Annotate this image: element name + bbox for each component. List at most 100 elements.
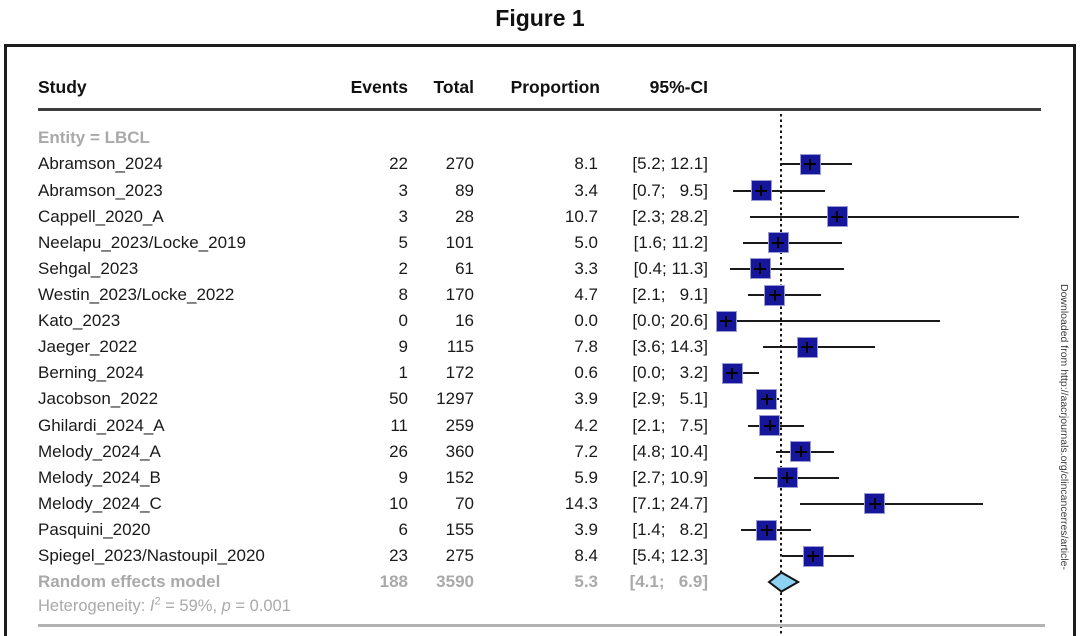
- table-row: Sehgal_2023 2 61 3.3 [0.4; 11.3]: [0, 256, 1080, 282]
- ci-cell: [4.1; 6.9]: [629, 572, 708, 592]
- proportion-cell: 3.9: [574, 520, 598, 540]
- point-estimate-tick: [773, 289, 776, 301]
- ci-cell: [5.4; 12.3]: [632, 546, 708, 566]
- proportion-cell: 5.9: [574, 467, 598, 487]
- total-cell: 172: [445, 363, 474, 383]
- header-rule: [38, 108, 1041, 111]
- study-cell: Random effects model: [38, 572, 221, 592]
- proportion-cell: 5.3: [574, 572, 598, 592]
- ci-cell: [5.2; 12.1]: [632, 154, 708, 174]
- total-cell: 275: [445, 546, 474, 566]
- total-cell: 1297: [436, 389, 474, 409]
- ci-cell: [7.1; 24.7]: [632, 493, 708, 513]
- summary-row: Random effects model 188 3590 5.3 [4.1; 6.9]: [0, 569, 1080, 595]
- download-watermark: Downloaded from http://aacrjournals.org/…: [1058, 284, 1070, 570]
- proportion-cell: 7.2: [574, 441, 598, 461]
- point-estimate-tick: [725, 315, 727, 327]
- point-estimate-tick: [777, 237, 779, 249]
- ci-cell: [2.9; 5.1]: [632, 389, 708, 409]
- study-cell: Neelapu_2023/Locke_2019: [38, 232, 246, 252]
- point-estimate-tick: [786, 472, 789, 484]
- het-i-superscript: 2: [154, 595, 161, 608]
- table-row: Spiegel_2023/Nastoupil_2020 23 275 8.4 [5.4;…: [0, 543, 1080, 569]
- table-row: Jacobson_2022 50 1297 3.9 [2.9; 5.1]: [0, 386, 1080, 412]
- ci-cell: [0.7; 9.5]: [632, 180, 708, 200]
- proportion-cell: 14.3: [564, 493, 598, 513]
- study-cell: Cappell_2020_A: [38, 206, 164, 226]
- figure-title: Figure 1: [495, 5, 585, 31]
- study-cell: Jaeger_2022: [38, 337, 138, 357]
- total-cell: 28: [455, 206, 474, 226]
- study-cell: Abramson_2023: [38, 180, 163, 200]
- col-header-proportion: Proportion: [510, 77, 600, 97]
- table-row: Cappell_2020_A 3 28 10.7 [2.3; 28.2]: [0, 204, 1080, 230]
- proportion-cell: 0.0: [574, 311, 598, 331]
- table-row: Ghilardi_2024_A 11 259 4.2 [2.1; 7.5]: [0, 413, 1080, 439]
- study-cell: Jacobson_2022: [38, 389, 159, 409]
- table-row: Kato_2023 0 16 0.0 [0.0; 20.6]: [0, 308, 1080, 334]
- confidence-interval-line: [733, 189, 825, 192]
- point-estimate-tick: [760, 185, 763, 197]
- point-estimate-tick: [799, 446, 802, 458]
- heterogeneity-note: Heterogeneity: I2 = 59%, p = 0.001: [38, 593, 291, 619]
- proportion-cell: 7.8: [574, 337, 598, 357]
- events-cell: 3: [398, 206, 408, 226]
- table-row: Abramson_2024 22 270 8.1 [5.2; 12.1]: [0, 151, 1080, 177]
- confidence-interval-line: [742, 241, 843, 244]
- point-estimate-tick: [765, 524, 768, 536]
- figure-box: [4, 44, 1076, 636]
- het-p-symbol: p: [221, 597, 231, 615]
- events-cell: 11: [390, 415, 408, 435]
- x-axis-line: [38, 624, 1045, 627]
- ci-cell: [2.1; 9.1]: [632, 285, 708, 304]
- events-cell: 188: [379, 572, 408, 592]
- point-estimate-tick: [873, 498, 876, 510]
- proportion-cell: 8.1: [574, 154, 598, 174]
- study-cell: Westin_2023/Locke_2022: [38, 285, 235, 304]
- study-cell: Berning_2024: [38, 363, 144, 383]
- events-cell: 2: [398, 258, 408, 278]
- total-cell: 155: [445, 520, 474, 540]
- study-cell: Melody_2024_B: [38, 467, 161, 487]
- ci-cell: [2.3; 28.2]: [632, 206, 708, 226]
- study-cell: Ghilardi_2024_A: [38, 415, 165, 435]
- total-cell: 259: [445, 415, 474, 435]
- events-cell: 10: [389, 493, 408, 513]
- col-header-total: Total: [433, 77, 474, 97]
- study-cell: Abramson_2024: [38, 154, 163, 174]
- ci-cell: [2.7; 10.9]: [632, 467, 708, 487]
- total-cell: 61: [455, 258, 474, 278]
- events-cell: 8: [398, 285, 408, 304]
- total-cell: 70: [455, 493, 474, 513]
- total-cell: 101: [445, 232, 474, 252]
- events-cell: 23: [389, 546, 408, 566]
- col-header-events: Events: [350, 77, 408, 97]
- point-estimate-tick: [836, 211, 839, 223]
- het-prefix: Heterogeneity:: [38, 597, 150, 615]
- total-cell: 3590: [436, 572, 474, 592]
- total-cell: 270: [445, 154, 474, 174]
- total-cell: 89: [455, 180, 474, 200]
- confidence-interval-line: [799, 502, 983, 505]
- table-row: Melody_2024_B 9 152 5.9 [2.7; 10.9]: [0, 465, 1080, 491]
- study-cell: Melody_2024_C: [38, 493, 162, 513]
- events-cell: 22: [389, 154, 408, 174]
- proportion-cell: 3.3: [574, 258, 598, 278]
- table-row: Melody_2024_A 26 360 7.2 [4.8; 10.4]: [0, 439, 1080, 465]
- ci-cell: [0.0; 20.6]: [632, 311, 708, 331]
- events-cell: 5: [398, 232, 408, 252]
- table-row: Neelapu_2023/Locke_2019 5 101 5.0 [1.6; 11.2…: [0, 230, 1080, 256]
- events-cell: 9: [398, 337, 408, 357]
- point-estimate-tick: [765, 393, 768, 405]
- proportion-cell: 3.9: [574, 389, 598, 409]
- total-cell: 360: [445, 441, 474, 461]
- point-estimate-tick: [731, 367, 734, 379]
- confidence-interval-line: [730, 267, 844, 270]
- proportion-cell: 10.7: [564, 206, 598, 226]
- proportion-cell: 4.2: [574, 415, 598, 435]
- events-cell: 9: [398, 467, 408, 487]
- study-cell: Melody_2024_A: [38, 441, 161, 461]
- total-cell: 16: [455, 311, 474, 331]
- point-estimate-tick: [806, 341, 809, 353]
